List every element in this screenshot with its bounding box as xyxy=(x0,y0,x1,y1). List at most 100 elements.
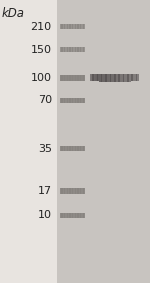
Bar xyxy=(65,24,66,29)
Bar xyxy=(84,188,85,194)
Bar xyxy=(83,75,84,81)
Bar xyxy=(70,213,71,218)
Bar xyxy=(82,146,83,151)
Bar xyxy=(79,213,80,218)
Bar xyxy=(69,188,70,194)
Bar xyxy=(105,74,106,82)
Bar xyxy=(67,188,68,194)
Bar xyxy=(118,74,119,82)
Bar xyxy=(123,74,124,82)
Bar xyxy=(70,213,71,218)
Bar xyxy=(78,146,79,151)
Bar xyxy=(69,24,70,29)
Bar xyxy=(117,74,118,82)
Bar xyxy=(104,74,105,82)
Bar xyxy=(74,75,75,81)
Bar xyxy=(138,74,139,81)
Bar xyxy=(68,47,69,52)
Bar xyxy=(77,47,78,52)
Bar xyxy=(72,188,73,194)
Bar xyxy=(64,24,65,29)
Bar xyxy=(62,47,63,52)
Bar xyxy=(71,188,72,194)
Bar xyxy=(78,188,79,194)
Bar xyxy=(69,47,70,52)
Bar xyxy=(64,188,65,194)
Bar xyxy=(91,74,92,81)
Bar xyxy=(111,74,112,82)
Bar xyxy=(63,213,64,218)
Bar xyxy=(123,74,124,82)
Bar xyxy=(76,188,77,194)
Bar xyxy=(122,74,123,82)
Bar xyxy=(121,74,122,82)
Bar xyxy=(65,213,66,218)
Bar xyxy=(62,146,63,151)
Bar xyxy=(77,146,78,151)
Bar xyxy=(78,213,79,218)
Bar xyxy=(84,213,85,218)
Bar xyxy=(63,75,64,81)
Bar xyxy=(80,24,81,29)
Bar xyxy=(132,74,133,82)
Bar xyxy=(63,98,64,103)
Bar xyxy=(110,74,111,82)
Bar xyxy=(83,98,84,103)
Bar xyxy=(66,213,67,218)
Bar xyxy=(61,24,62,29)
Bar xyxy=(82,188,83,194)
Bar xyxy=(77,24,78,29)
Bar xyxy=(64,146,65,151)
Bar xyxy=(65,98,66,103)
Bar xyxy=(84,98,85,103)
Bar xyxy=(60,213,61,218)
Bar xyxy=(64,75,65,81)
Bar xyxy=(65,47,66,52)
Bar xyxy=(78,98,79,103)
Bar xyxy=(70,98,71,103)
Bar xyxy=(66,98,67,103)
Bar xyxy=(78,24,79,29)
Bar xyxy=(72,213,73,218)
Bar xyxy=(113,74,114,82)
Bar xyxy=(82,213,83,218)
Bar xyxy=(67,75,68,81)
Bar xyxy=(77,47,78,52)
Bar xyxy=(126,74,127,82)
Bar xyxy=(61,146,62,151)
Bar xyxy=(64,24,65,29)
Bar xyxy=(78,75,79,81)
Bar xyxy=(73,213,74,218)
Bar xyxy=(63,47,64,52)
Bar xyxy=(119,74,120,82)
Bar xyxy=(75,75,76,81)
Bar xyxy=(82,98,83,103)
Bar xyxy=(62,98,63,103)
Bar xyxy=(62,75,63,81)
Bar xyxy=(61,213,62,218)
Bar xyxy=(76,75,77,81)
Bar xyxy=(100,74,101,82)
Bar xyxy=(61,47,62,52)
Bar xyxy=(68,213,69,218)
Bar xyxy=(105,74,106,82)
Bar xyxy=(136,74,137,81)
Bar xyxy=(93,74,94,81)
Bar xyxy=(70,188,71,194)
Bar xyxy=(83,188,84,194)
Bar xyxy=(83,47,84,52)
Bar xyxy=(135,74,136,81)
Bar xyxy=(78,98,79,103)
Bar xyxy=(82,24,83,29)
Bar xyxy=(74,213,75,218)
Bar xyxy=(72,75,73,81)
Bar xyxy=(83,188,84,194)
Text: kDa: kDa xyxy=(2,7,24,20)
Bar xyxy=(80,146,81,151)
Bar xyxy=(73,188,74,194)
Bar xyxy=(73,98,74,103)
Bar xyxy=(71,24,72,29)
Bar xyxy=(84,75,85,81)
Bar xyxy=(67,47,68,52)
Bar xyxy=(69,146,70,151)
